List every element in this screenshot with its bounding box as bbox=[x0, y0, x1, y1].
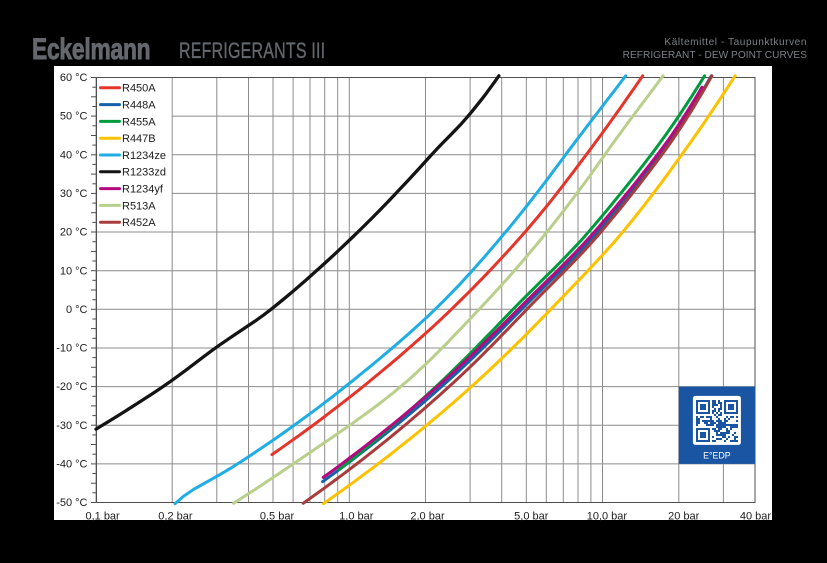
svg-text:10,0 bar: 10,0 bar bbox=[587, 511, 628, 523]
svg-text:40 °C: 40 °C bbox=[60, 149, 88, 161]
svg-text:2,0 bar: 2,0 bar bbox=[410, 511, 445, 523]
svg-text:0 °C: 0 °C bbox=[66, 304, 88, 316]
svg-text:30 °C: 30 °C bbox=[60, 188, 88, 200]
svg-text:R450A: R450A bbox=[122, 83, 156, 95]
svg-text:20 °C: 20 °C bbox=[60, 227, 88, 239]
svg-text:0,1 bar: 0,1 bar bbox=[85, 511, 120, 523]
svg-text:E°EDP: E°EDP bbox=[703, 451, 731, 461]
svg-text:R455A: R455A bbox=[122, 116, 156, 128]
svg-text:60 °C: 60 °C bbox=[60, 72, 88, 84]
svg-text:R1234ze: R1234ze bbox=[122, 150, 166, 162]
svg-text:-10 °C: -10 °C bbox=[56, 343, 87, 355]
svg-text:10 °C: 10 °C bbox=[60, 265, 88, 277]
svg-text:50 °C: 50 °C bbox=[60, 111, 88, 123]
svg-text:R447B: R447B bbox=[122, 133, 156, 145]
svg-text:-20 °C: -20 °C bbox=[56, 381, 87, 393]
svg-text:40 bar: 40 bar bbox=[740, 511, 772, 523]
svg-text:R1233zd: R1233zd bbox=[122, 167, 166, 179]
svg-text:R452A: R452A bbox=[122, 217, 156, 229]
svg-text:0,5 bar: 0,5 bar bbox=[260, 511, 295, 523]
svg-text:1,0 bar: 1,0 bar bbox=[339, 511, 374, 523]
svg-text:20 bar: 20 bar bbox=[668, 511, 700, 523]
svg-text:R1234yf: R1234yf bbox=[122, 184, 164, 196]
svg-text:-40 °C: -40 °C bbox=[56, 459, 87, 471]
svg-text:5,0 bar: 5,0 bar bbox=[514, 511, 549, 523]
svg-text:0,2 bar: 0,2 bar bbox=[158, 511, 193, 523]
svg-text:-30 °C: -30 °C bbox=[56, 420, 87, 432]
svg-text:-50 °C: -50 °C bbox=[56, 497, 87, 509]
svg-text:R513A: R513A bbox=[122, 200, 156, 212]
svg-text:R448A: R448A bbox=[122, 100, 156, 112]
